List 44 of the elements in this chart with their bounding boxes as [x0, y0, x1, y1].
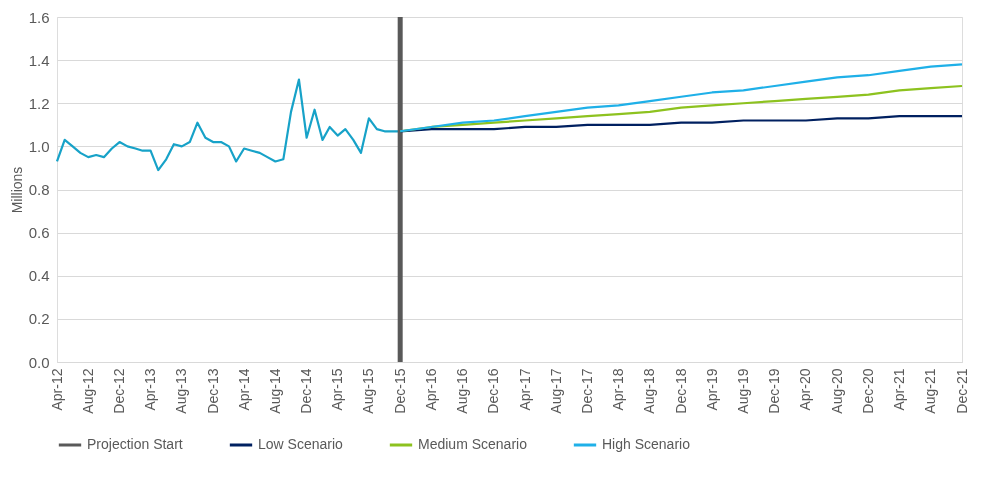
x-tick-label: Dec-17 [579, 368, 596, 414]
x-tick-label: Dec-21 [953, 368, 970, 414]
y-tick-label: 0.4 [28, 267, 50, 285]
x-tick-label: Aug-21 [922, 368, 939, 414]
x-tick-label: Apr-13 [142, 368, 159, 411]
y-axis-title: Millions [8, 166, 25, 214]
y-tick-label: 1.2 [28, 94, 50, 112]
x-tick-label: Dec-18 [672, 368, 689, 414]
x-tick-label: Aug-14 [266, 368, 283, 414]
y-tick-label: 0.8 [28, 181, 50, 198]
x-tick-label: Apr-17 [516, 368, 533, 411]
y-tick-label: 1.4 [28, 51, 50, 69]
x-tick-label: Dec-14 [298, 368, 315, 414]
x-tick-label: Apr-19 [703, 368, 720, 411]
y-tick-label: 0.2 [28, 310, 50, 328]
x-tick-label: Apr-21 [890, 368, 907, 411]
x-tick-label: Aug-20 [828, 368, 845, 414]
x-tick-label: Aug-18 [641, 368, 658, 414]
x-tick-label: Apr-14 [235, 368, 252, 411]
x-tick-label: Dec-12 [111, 368, 128, 414]
legend-label: Projection Start [87, 436, 183, 452]
x-tick-label: Dec-15 [391, 368, 408, 414]
x-tick-label: Apr-16 [422, 368, 439, 411]
x-tick-label: Aug-19 [734, 368, 751, 414]
x-tick-label: Dec-13 [204, 368, 221, 414]
x-tick-label: Aug-15 [360, 368, 377, 414]
x-tick-label: Aug-17 [547, 368, 564, 414]
x-tick-label: Apr-18 [610, 368, 627, 411]
x-tick-label: Apr-12 [48, 368, 65, 411]
x-tick-label: Dec-16 [485, 368, 502, 414]
x-tick-label: Aug-16 [454, 368, 471, 414]
legend-label: Medium Scenario [418, 436, 528, 452]
legend-label: High Scenario [602, 436, 691, 452]
y-tick-label: 1.6 [28, 8, 50, 26]
x-tick-label: Apr-20 [797, 368, 814, 411]
y-tick-label: 1.0 [28, 137, 50, 155]
x-tick-label: Apr-15 [329, 368, 346, 411]
y-tick-label: 0.6 [28, 224, 50, 242]
x-tick-label: Dec-19 [766, 368, 783, 414]
x-tick-label: Aug-13 [173, 368, 190, 414]
x-tick-label: Dec-20 [859, 368, 876, 414]
legend-label: Low Scenario [258, 436, 344, 452]
y-tick-label: 0.0 [28, 353, 50, 371]
x-tick-label: Aug-12 [79, 368, 96, 414]
